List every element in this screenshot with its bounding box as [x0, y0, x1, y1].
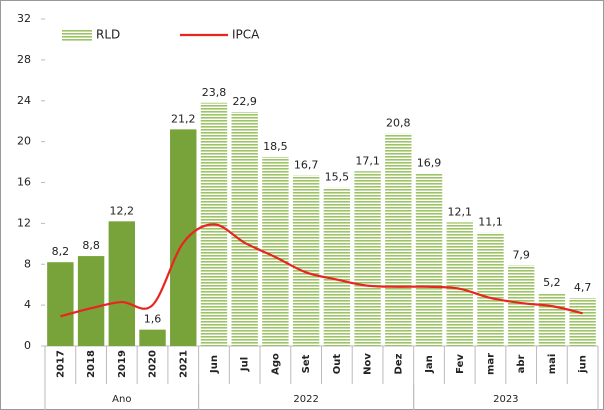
- data-label: 12,1: [448, 205, 473, 218]
- y-tick-label: 20: [17, 135, 31, 148]
- group-label: 2023: [493, 394, 518, 405]
- x-tick-label: Fev: [455, 354, 466, 374]
- y-tick-label: 12: [17, 216, 31, 229]
- bar: [569, 297, 596, 346]
- group-label: 2022: [293, 394, 318, 405]
- data-label: 18,5: [263, 140, 288, 153]
- bar: [477, 232, 504, 346]
- x-tick-label: Jun: [209, 355, 220, 374]
- bar: [262, 156, 289, 346]
- x-tick-label: Out: [332, 354, 343, 375]
- y-tick-label: 8: [24, 257, 31, 270]
- data-label: 17,1: [355, 154, 380, 167]
- bar: [538, 292, 566, 346]
- x-tick-label: mar: [485, 353, 496, 375]
- data-label: 8,8: [82, 239, 100, 252]
- x-tick-label: 2017: [55, 350, 66, 378]
- bar: [385, 133, 412, 346]
- bar: [292, 175, 320, 346]
- data-label: 4,7: [574, 281, 592, 294]
- y-tick-label: 24: [17, 94, 31, 107]
- bar: [231, 111, 258, 346]
- y-tick-label: 32: [17, 12, 31, 25]
- bar: [47, 262, 74, 346]
- bar: [108, 221, 136, 346]
- x-tick-label: Set: [301, 354, 312, 373]
- data-label: 7,9: [512, 248, 530, 261]
- data-label: 1,6: [144, 313, 162, 326]
- bar: [323, 187, 351, 346]
- legend-swatch: [62, 29, 92, 41]
- x-tick-label: Jan: [424, 355, 435, 374]
- data-label: 5,2: [543, 276, 561, 289]
- x-tick-label: Jul: [240, 357, 251, 372]
- data-label: 16,9: [417, 156, 442, 169]
- bar: [415, 173, 443, 346]
- data-label: 21,2: [171, 112, 196, 125]
- data-label: 16,7: [294, 158, 319, 171]
- x-tick-label: 2019: [117, 350, 128, 378]
- data-label: 8,2: [52, 245, 70, 258]
- x-tick-label: Dez: [393, 353, 404, 374]
- y-tick-label: 0: [24, 339, 31, 352]
- x-tick-label: abr: [516, 355, 527, 374]
- bar: [354, 171, 381, 346]
- x-tick-label: Ago: [270, 353, 281, 375]
- data-label: 22,9: [232, 95, 257, 108]
- data-label: 11,1: [478, 216, 503, 229]
- y-tick-label: 16: [17, 176, 31, 189]
- bar: [446, 222, 473, 346]
- data-label: 20,8: [386, 116, 411, 129]
- legend-label: IPCA: [232, 28, 260, 42]
- legend-label: RLD: [96, 28, 120, 42]
- data-label: 15,5: [325, 171, 350, 184]
- x-tick-label: 2021: [178, 350, 189, 378]
- y-tick-label: 4: [24, 298, 31, 311]
- x-tick-label: Nov: [363, 353, 374, 375]
- data-label: 23,8: [202, 86, 227, 99]
- y-tick-label: 28: [17, 53, 31, 66]
- x-tick-label: 2018: [86, 350, 97, 378]
- data-label: 12,2: [110, 204, 135, 217]
- x-tick-label: jun: [578, 355, 589, 374]
- bar: [507, 265, 535, 346]
- group-label: Ano: [112, 394, 131, 405]
- x-tick-label: 2020: [148, 350, 159, 378]
- bar: [77, 256, 105, 346]
- line: [60, 223, 583, 318]
- bar: [139, 329, 166, 346]
- x-tick-label: mai: [547, 354, 558, 375]
- bar: [170, 129, 197, 346]
